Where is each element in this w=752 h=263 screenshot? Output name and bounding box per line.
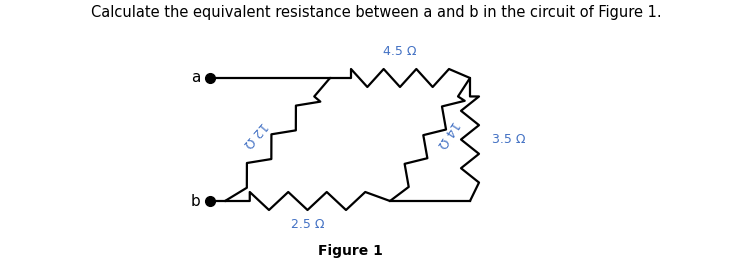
Text: 14 Ω: 14 Ω [435,119,462,150]
Text: 2.5 Ω: 2.5 Ω [291,218,324,231]
Text: b: b [190,194,200,209]
Text: Calculate the equivalent resistance between a and b in the circuit of Figure 1.: Calculate the equivalent resistance betw… [91,5,661,20]
Text: a: a [190,70,200,85]
Text: 4.5 Ω: 4.5 Ω [384,45,417,58]
Text: 12 Ω: 12 Ω [241,119,270,150]
Text: Figure 1: Figure 1 [317,244,383,258]
Text: 3.5 Ω: 3.5 Ω [492,133,526,146]
